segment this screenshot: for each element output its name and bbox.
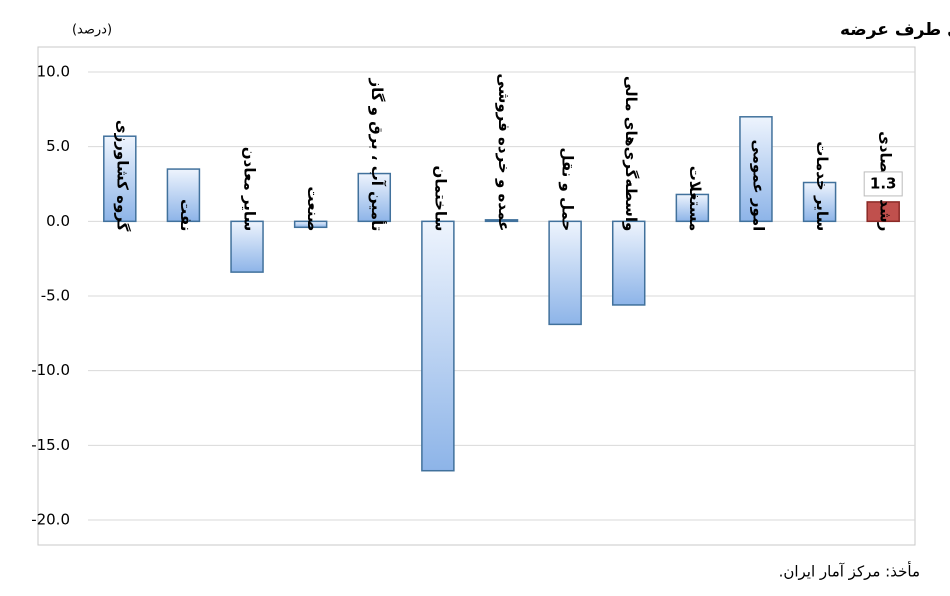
bar [548,220,582,326]
bar [802,181,837,223]
x-tick-label: ساختمان [431,166,449,232]
y-tick-label: 10.0 [37,63,70,81]
x-tick-label: سایر معادن [241,147,259,231]
unit-label: (درصد) [72,23,112,38]
source-note: مأخذ: مرکز آمار ایران. [779,561,920,581]
x-tick-label: گروه کشاورزی [113,120,131,232]
x-tick-label: سایر خدمات [813,141,831,231]
bar [230,220,264,273]
x-tick-label: نفت [177,199,195,231]
x-tick-label: امور عمومی [749,139,767,231]
y-tick-label: -20.0 [31,511,70,529]
bar [166,168,201,223]
bar [357,172,392,223]
y-tick-label: -10.0 [31,361,70,379]
bar [293,220,328,229]
bar [866,201,900,223]
x-tick-label: واسطه‌گری‌های مالی [622,76,640,231]
y-tick-label: -15.0 [31,436,70,454]
y-tick-label: -5.0 [41,287,70,305]
bar [739,116,773,223]
bar [103,135,137,223]
bar [421,220,455,472]
y-tick-label: 0.0 [46,212,70,230]
bar [675,193,710,223]
x-tick-label: صنعت [304,186,322,231]
y-tick-label: 5.0 [46,137,70,155]
x-tick-label: عمده و خرده فروشی [495,73,513,231]
chart-title: نمودار۱. رشد اقتصادی سال ۱۳۹۴ به تفکیک ا… [840,20,950,40]
x-tick-label: حمل و نقل [559,147,577,231]
value-label: 1.3 [870,174,897,192]
bar [484,219,519,223]
x-tick-label: تأمین آب ، برق و گاز [368,77,387,231]
bar [611,220,646,306]
x-tick-label: مستغلات [686,166,704,232]
value-label-box [863,171,903,197]
